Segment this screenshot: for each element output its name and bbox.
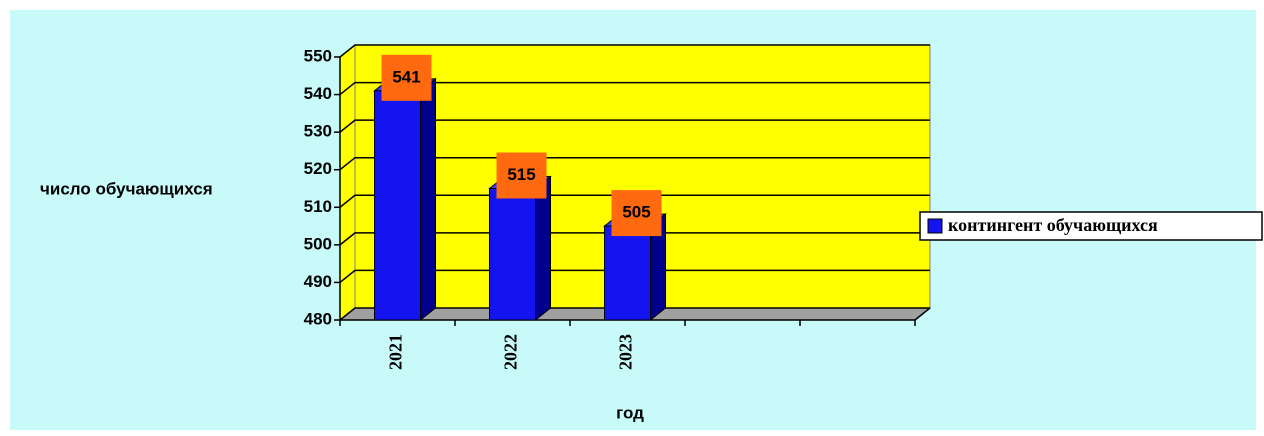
grid-line	[339, 44, 930, 58]
y-tick-label: 520	[304, 159, 332, 178]
bar-side	[420, 77, 436, 322]
data-label: 515	[507, 165, 535, 184]
x-tick-label: 2023	[616, 334, 636, 370]
grid-line	[339, 269, 930, 284]
legend: контингент обучающихся	[919, 211, 1263, 241]
x-tick-label: 2021	[386, 334, 406, 370]
grid-line	[339, 307, 930, 321]
legend-label: контингент обучающихся	[948, 215, 1158, 235]
grid-line	[339, 119, 930, 133]
data-label: 505	[622, 203, 650, 222]
y-tick-label: 550	[304, 46, 332, 65]
y-axis-title: число обучающихся	[40, 179, 213, 198]
side-wall	[339, 43, 356, 322]
data-label: 541	[392, 67, 420, 86]
legend-box	[919, 211, 1263, 241]
y-tick-label: 480	[304, 309, 332, 328]
data-label-box	[381, 54, 432, 101]
grid-line	[339, 156, 930, 171]
x-axis-title: год	[616, 403, 644, 422]
bar	[604, 225, 651, 321]
bar	[489, 188, 536, 321]
y-tick-label: 540	[304, 84, 332, 103]
data-label-box	[496, 152, 547, 199]
grid-line	[339, 81, 930, 96]
grid-line	[339, 232, 930, 246]
x-tick-label: 2022	[501, 334, 521, 370]
y-tick-label: 490	[304, 272, 332, 291]
legend-swatch	[927, 218, 943, 234]
bar	[374, 90, 421, 321]
y-tick-label: 530	[304, 122, 332, 141]
x-axis-end	[914, 307, 931, 321]
data-label-box	[611, 190, 662, 237]
y-tick-label: 510	[304, 197, 332, 216]
y-tick-label: 500	[304, 234, 332, 253]
grid-line	[339, 194, 930, 208]
